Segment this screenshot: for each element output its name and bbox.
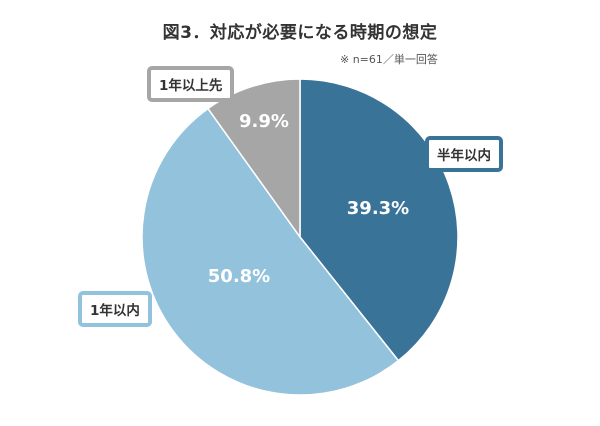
chart-title: 図3．対応が必要になる時期の想定	[162, 23, 438, 43]
slice-over-one-year	[206, 78, 301, 240]
callout-over-one-year: 1年以上先	[147, 66, 235, 102]
slice-half-year	[299, 78, 459, 362]
value-label-one-year: 50.8%	[208, 266, 270, 287]
callout-one-year-label: 1年以内	[90, 303, 140, 319]
value-label-over-one-year: 9.9%	[239, 111, 289, 132]
value-label-half-year: 39.3%	[347, 198, 409, 219]
sample-note: ※ n=61／単一回答	[340, 53, 438, 66]
callout-over-one-year-label: 1年以上先	[159, 78, 223, 94]
callout-half-year: 半年以内	[425, 136, 503, 172]
callout-one-year: 1年以内	[78, 291, 152, 327]
slice-one-year	[141, 107, 400, 396]
callout-half-year-label: 半年以内	[437, 148, 491, 164]
